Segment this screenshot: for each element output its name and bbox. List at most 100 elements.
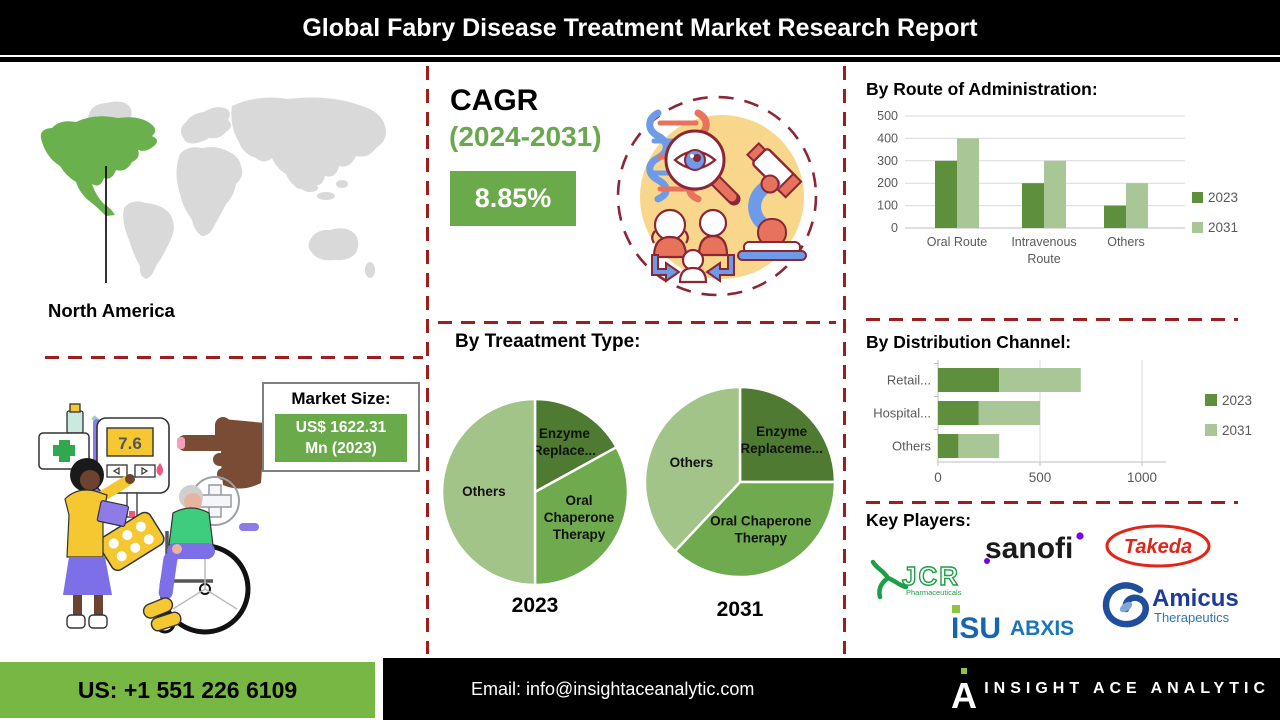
- footer-bar: Email: info@insightaceanalytic.com A INS…: [383, 658, 1280, 720]
- bar-2023: [1104, 205, 1126, 228]
- pie-slice: [738, 385, 837, 484]
- y-category-label: Hospital...: [873, 406, 931, 421]
- pie-slice: [673, 480, 837, 579]
- pie-slice-label: Oral Chaperone Therapy: [710, 513, 812, 545]
- legend-swatch: [1205, 424, 1217, 436]
- y-tick-label: 200: [877, 176, 898, 190]
- divider-vertical-2: [843, 66, 846, 654]
- y-tick-label: 0: [891, 221, 898, 235]
- route-heading: By Route of Administration:: [866, 79, 1098, 99]
- legend-label: 2023: [1208, 190, 1238, 205]
- bar-2031: [978, 401, 1040, 425]
- amicus-logo: Amicus Therapeutics: [1102, 582, 1238, 628]
- dashed-circle: [616, 95, 818, 297]
- jcr-sub-wordmark: Pharmaceuticals: [906, 588, 962, 597]
- bar-2031: [958, 434, 1000, 458]
- pie-slice: [533, 397, 618, 494]
- pie-year-label-2023: 2023: [511, 594, 559, 617]
- bar-2023: [938, 434, 959, 458]
- treatment-type-heading: By Treaatment Type:: [455, 331, 641, 352]
- y-category-label: Others: [892, 439, 932, 454]
- cagr-label: CAGR: [450, 84, 539, 117]
- cagr-period: (2024-2031): [449, 121, 602, 152]
- glucose-meter-icon: 7.6: [93, 417, 170, 518]
- x-category-label: Intravenous Route: [1011, 235, 1076, 266]
- legend-swatch: [1192, 192, 1203, 203]
- key-players-heading: Key Players:: [866, 510, 972, 530]
- bar-2031: [1126, 183, 1148, 228]
- brand-name: INSIGHT ACE ANALYTIC: [984, 680, 1270, 697]
- phone-badge: US: +1 551 226 6109: [0, 662, 375, 718]
- abxis-wordmark: ABXIS: [1010, 617, 1074, 640]
- jcr-wordmark: JCR: [902, 561, 960, 591]
- legend-label: 2023: [1222, 393, 1252, 408]
- market-size-card: Market Size: US$ 1622.31 Mn (2023): [262, 382, 420, 472]
- isu-wordmark: ISU: [951, 612, 1001, 644]
- divider-middle: [438, 321, 836, 324]
- page-title: Global Fabry Disease Treatment Market Re…: [302, 14, 978, 42]
- research-illustration: [616, 95, 818, 297]
- microscope-icon: [737, 142, 807, 261]
- world-map: [40, 97, 386, 283]
- y-tick-label: 100: [877, 199, 898, 213]
- pie-slice-label: Enzyme Replaceme...: [740, 424, 823, 456]
- magnifier-eye-icon: [664, 129, 741, 206]
- legend-swatch: [1192, 222, 1203, 233]
- header-bar: Global Fabry Disease Treatment Market Re…: [0, 0, 1280, 62]
- route-bar-chart: 0 100 200 300 400 500 Oral Route Intravenous Rou…: [877, 109, 1238, 266]
- x-category-label: Oral Route: [927, 235, 987, 249]
- amicus-wordmark: Amicus: [1152, 585, 1238, 612]
- y-tick-label: 300: [877, 154, 898, 168]
- medical-cross-icon: [190, 476, 259, 531]
- market-size-value: US$ 1622.31 Mn (2023): [275, 414, 407, 462]
- bar-2031: [999, 368, 1081, 392]
- sanofi-wordmark: sanofi: [985, 532, 1073, 565]
- region-label: North America: [48, 300, 175, 321]
- divider-left: [45, 356, 423, 359]
- isu-abxis-logo: ISU ABXIS: [951, 605, 1074, 644]
- divider-right-1: [866, 318, 1238, 321]
- amicus-sub-wordmark: Therapeutics: [1154, 610, 1230, 625]
- people-group-icon: [651, 208, 735, 284]
- x-tick-label: 0: [934, 470, 942, 485]
- pie-slice-label: Others: [462, 484, 506, 499]
- legend-label: 2031: [1208, 220, 1238, 235]
- brand-mark-icon: A: [951, 668, 977, 712]
- takeda-oval-icon: [1105, 524, 1211, 568]
- x-category-label: Others: [1107, 235, 1145, 249]
- x-tick-label: 500: [1029, 470, 1052, 485]
- market-size-label: Market Size:: [291, 389, 391, 408]
- amicus-mark-icon: [1102, 582, 1149, 628]
- distribution-heading: By Distribution Channel:: [866, 332, 1072, 352]
- pie-slice-label: Oral Chaperone Therapy: [544, 493, 615, 542]
- pie-slice: [643, 385, 742, 553]
- pie-slice-label: Others: [670, 455, 714, 470]
- bar-2031: [1044, 160, 1066, 228]
- caregiver-figure: [63, 458, 135, 629]
- x-tick-label: 1000: [1127, 470, 1157, 485]
- wheelchair-patient-figure: [142, 485, 251, 635]
- isu-square-icon: [952, 605, 960, 613]
- svg-text:A: A: [951, 675, 977, 712]
- divider-right-2: [866, 501, 1238, 504]
- pie-slice: [440, 397, 537, 587]
- footer-email: Email: info@insightaceanalytic.com: [471, 679, 755, 699]
- sanofi-logo: sanofi: [984, 532, 1084, 565]
- jcr-mark-icon: [870, 559, 909, 600]
- y-tick-label: 500: [877, 109, 898, 123]
- pointing-hand-icon: [177, 417, 265, 489]
- sanofi-dot-icon: [1076, 532, 1084, 540]
- y-category-label: Retail...: [887, 373, 931, 388]
- header-divider: [0, 55, 1280, 57]
- svg-text:7.6: 7.6: [118, 434, 142, 453]
- legend-label: 2031: [1222, 423, 1252, 438]
- bar-2031: [957, 138, 979, 228]
- cagr-value-badge: 8.85%: [450, 171, 576, 226]
- treatment-type-pies: Enzyme Replace... Oral Chaperone Therapy Othe…: [440, 385, 837, 587]
- map-continents: [87, 97, 386, 279]
- sanofi-dot2-icon: [984, 558, 990, 564]
- map-north-america-highlight: [40, 116, 158, 216]
- bar-2023: [938, 368, 1000, 392]
- y-tick-label: 400: [877, 131, 898, 145]
